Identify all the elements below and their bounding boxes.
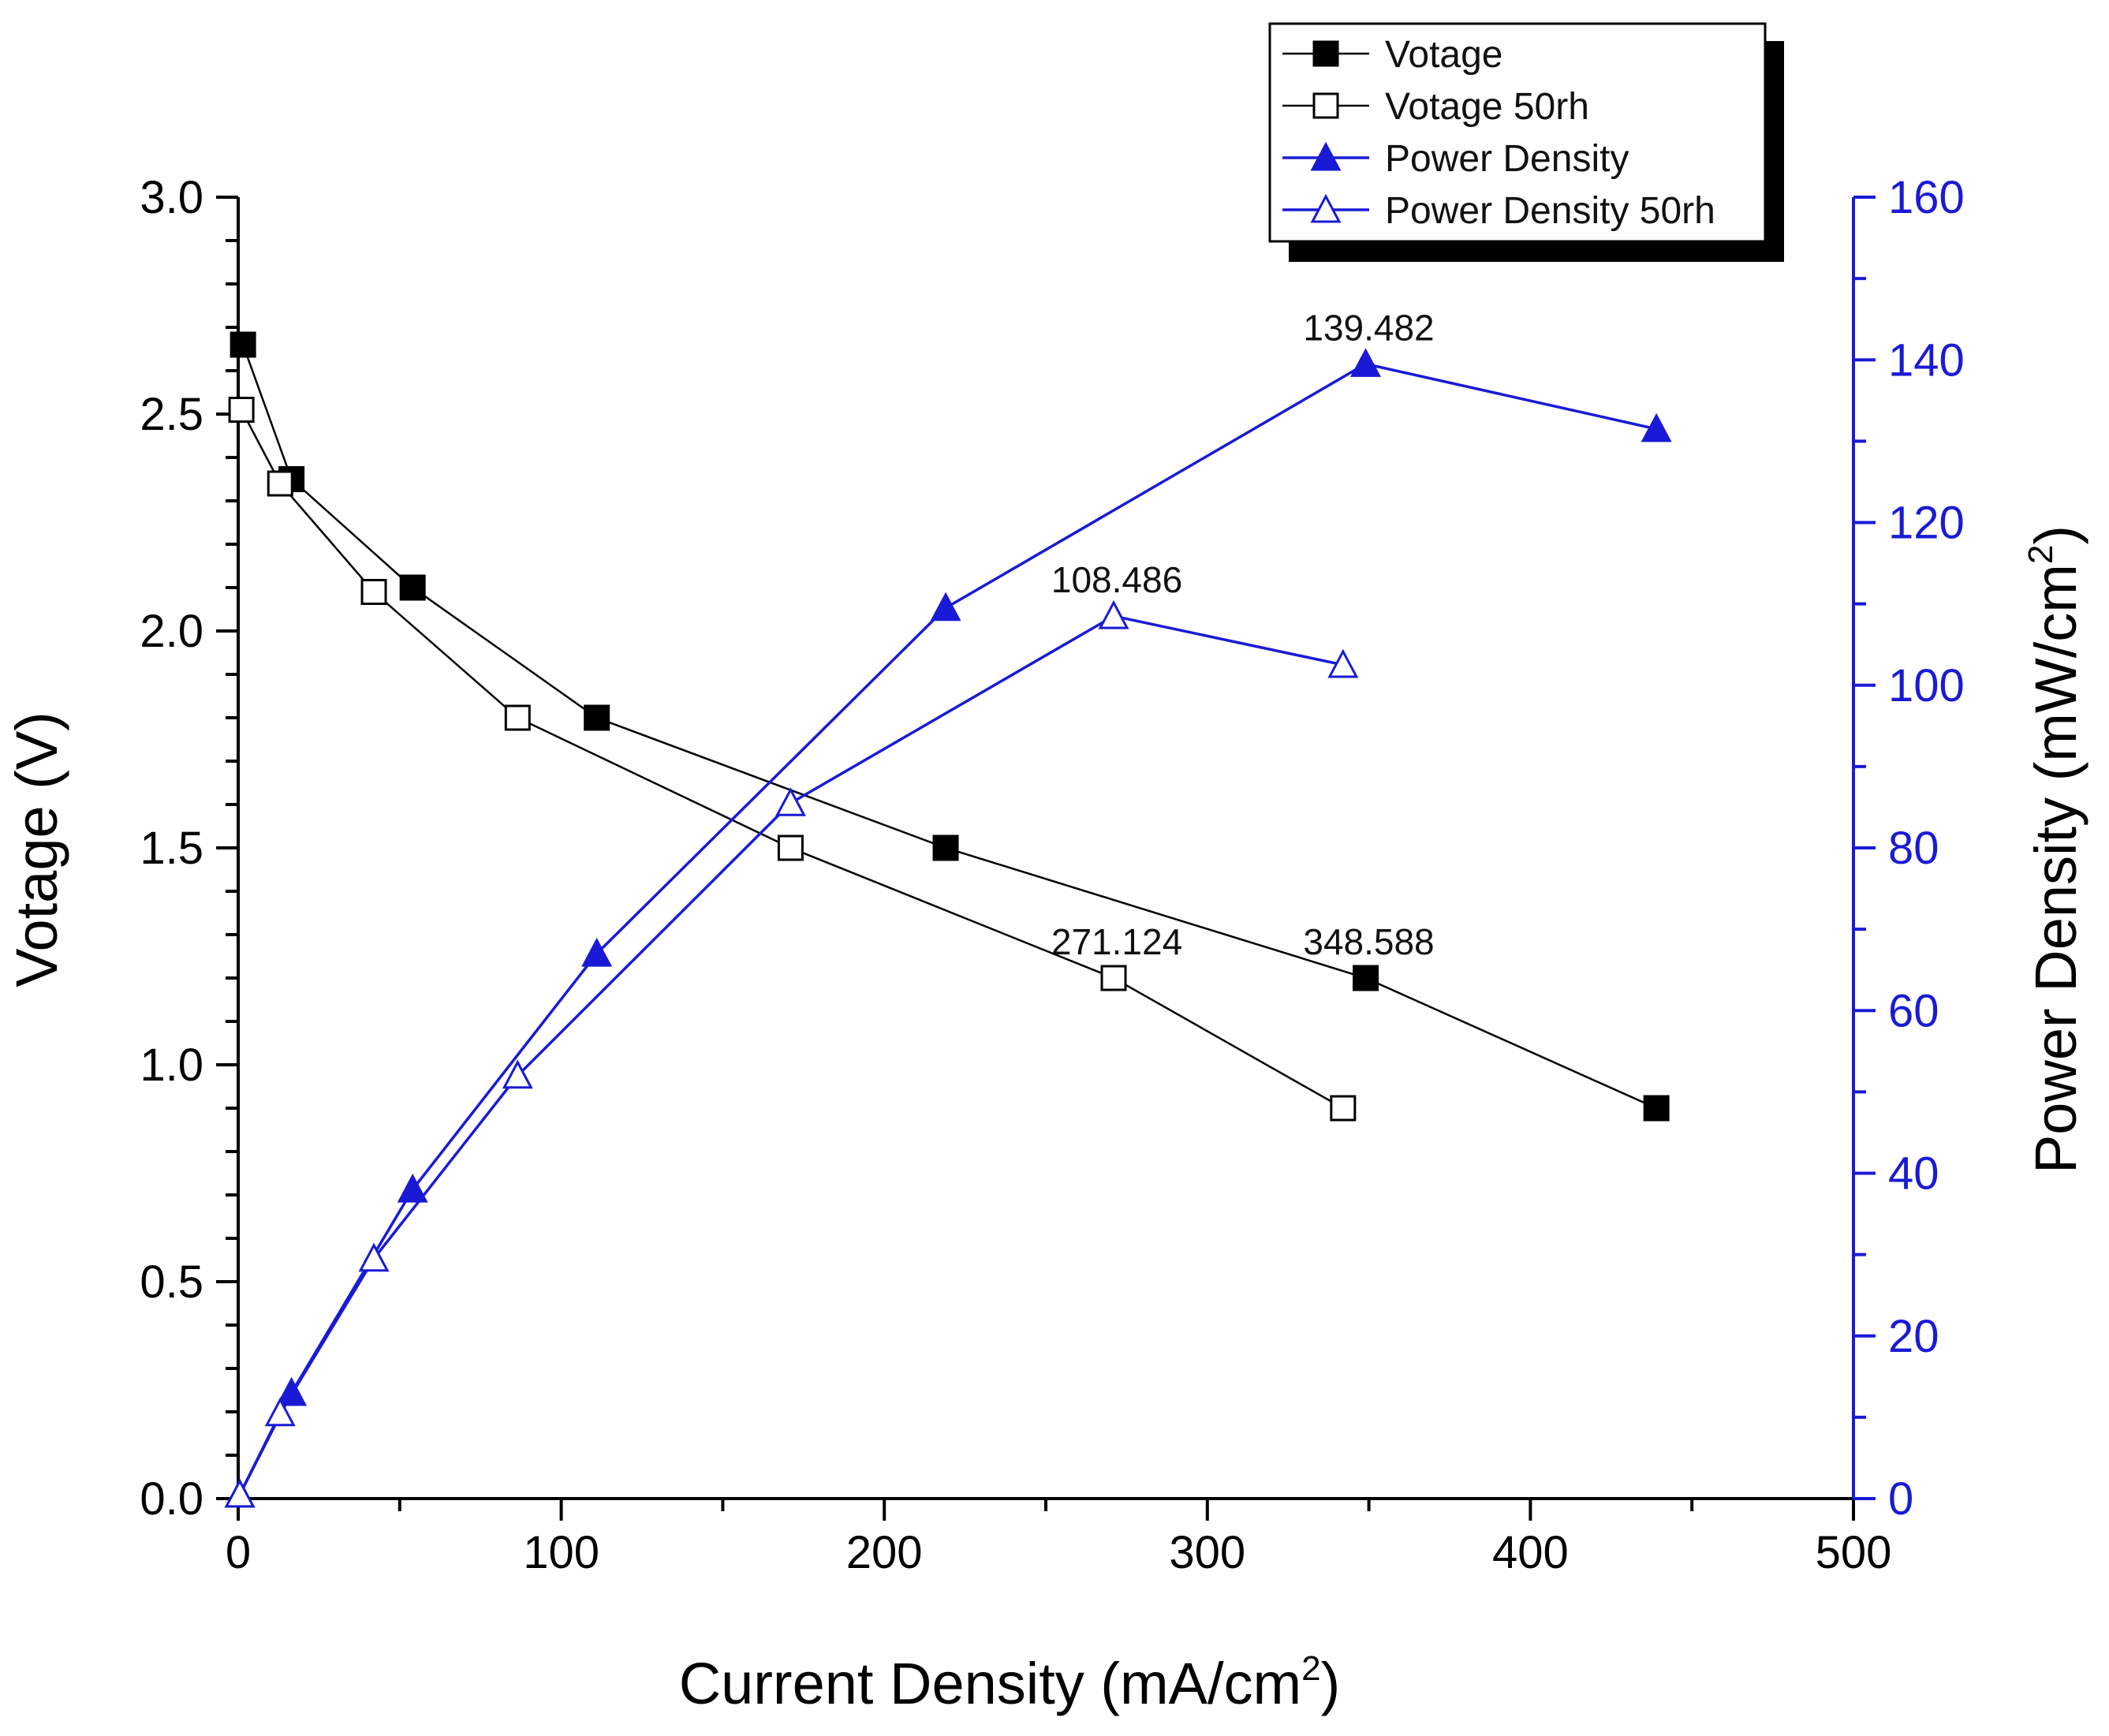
legend-label: Votage 50rh	[1385, 86, 1589, 128]
data-point	[930, 592, 961, 622]
y2-axis-ticks: 0 20 40 60 80 100 120 140 160	[1853, 172, 1965, 1525]
data-point	[224, 1478, 256, 1508]
series-votage-50rh	[228, 397, 1357, 1122]
y2-tick-label: 20	[1888, 1311, 1939, 1362]
data-label: 108.486	[1051, 559, 1182, 600]
legend-label: Power Density	[1385, 138, 1629, 180]
x-tick-label: 400	[1492, 1527, 1569, 1578]
data-point	[360, 579, 387, 605]
y2-tick-label: 120	[1888, 498, 1965, 549]
y-tick-label: 0.5	[140, 1256, 203, 1308]
data-point	[397, 1173, 428, 1203]
legend-label: Votage	[1385, 34, 1502, 76]
data-point	[399, 574, 426, 601]
y-axis-ticks: 0.0 0.5 1.0 1.5 2.0 2.5 3.0	[140, 172, 238, 1525]
legend-box	[1268, 22, 1767, 243]
data-point	[267, 470, 293, 497]
y-tick-label: 0.0	[140, 1473, 203, 1525]
data-point	[1100, 965, 1127, 991]
annotations: 139.482 108.486 348.588 271.124	[1051, 307, 1435, 962]
y2-tick-label: 160	[1888, 172, 1965, 223]
series	[224, 331, 1672, 1508]
series-power-density	[224, 348, 1672, 1508]
series-line	[238, 614, 1344, 1495]
y-axis-title: Votage (V)	[4, 711, 69, 987]
data-point	[1330, 1095, 1357, 1122]
y-tick-label: 1.5	[140, 823, 203, 874]
series-votage	[230, 331, 1670, 1122]
y2-tick-label: 40	[1888, 1148, 1939, 1200]
y2-tick-label: 140	[1888, 334, 1965, 386]
data-point	[1643, 1095, 1670, 1122]
data-point	[777, 834, 804, 861]
data-label: 139.482	[1303, 307, 1434, 348]
legend-entry: Power Density 50rh	[1282, 190, 1715, 232]
data-point	[228, 397, 255, 423]
y2-tick-label: 60	[1888, 985, 1939, 1036]
data-label: 271.124	[1051, 921, 1182, 962]
x-axis-ticks: 0 100 200 300 400 500	[226, 1499, 1892, 1578]
data-point	[230, 331, 256, 358]
data-point	[1312, 92, 1339, 119]
data-point	[1353, 965, 1379, 991]
legend-label: Power Density 50rh	[1385, 190, 1715, 232]
data-point	[581, 937, 613, 967]
legend-entry: Votage	[1282, 34, 1502, 76]
data-point	[1327, 648, 1359, 678]
y-tick-label: 2.0	[140, 606, 203, 657]
y-tick-label: 3.0	[140, 172, 203, 223]
data-point	[1312, 40, 1339, 67]
data-point	[264, 1397, 296, 1427]
data-point	[358, 1242, 390, 1272]
x-tick-label: 0	[226, 1527, 251, 1578]
data-point	[1310, 141, 1342, 171]
data-point	[502, 1059, 533, 1089]
data-point	[584, 704, 610, 731]
legend-entry: Votage 50rh	[1282, 86, 1589, 128]
data-point	[932, 834, 959, 861]
data-point	[775, 787, 806, 816]
y2-tick-label: 100	[1888, 660, 1965, 711]
x-axis-title: Current Density (mA/cm2)	[679, 1649, 1341, 1716]
series-line	[241, 344, 1657, 1110]
y2-tick-label: 80	[1888, 823, 1939, 874]
data-point	[1641, 413, 1672, 442]
series-line	[238, 362, 1657, 1495]
data-point	[504, 704, 531, 731]
legend-entry: Power Density	[1282, 138, 1629, 180]
x-tick-label: 200	[846, 1527, 923, 1578]
y2-tick-label: 0	[1888, 1473, 1913, 1525]
y-tick-label: 1.0	[140, 1040, 203, 1091]
x-tick-label: 100	[523, 1527, 599, 1578]
data-point	[1350, 348, 1381, 377]
axes: 0 100 200 300 400 500 0.00.51.01.52.02.53.0 0…	[140, 172, 1964, 1578]
x-tick-label: 500	[1816, 1527, 1892, 1578]
legend: Votage Votage 50rh Power Density Power Dens…	[1268, 22, 1784, 262]
data-point	[1310, 193, 1342, 223]
data-point	[1098, 599, 1129, 629]
y2-axis-title: Power Density (mW/cm2)	[2021, 525, 2088, 1174]
x-tick-label: 300	[1169, 1527, 1245, 1578]
series-power-density-50rh	[224, 599, 1359, 1508]
y-tick-label: 2.5	[140, 389, 203, 440]
data-label: 348.588	[1303, 921, 1434, 962]
